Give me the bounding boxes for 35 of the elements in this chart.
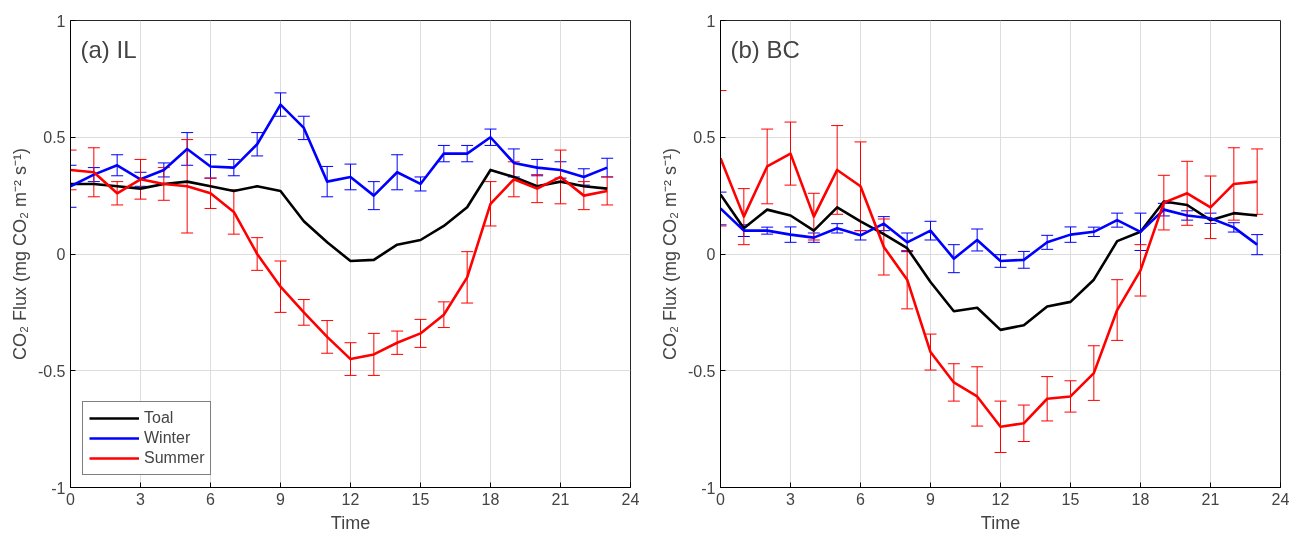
y-tick-label: -1 xyxy=(51,479,66,497)
x-tick-label: 21 xyxy=(551,490,570,508)
x-tick-label: 24 xyxy=(621,490,640,508)
annotation: (b) BC xyxy=(730,35,800,63)
y-tick-label: 1 xyxy=(56,12,66,30)
x-tick-label: 3 xyxy=(136,490,146,508)
x-tick-label: 15 xyxy=(411,490,430,508)
x-axis-title: Time xyxy=(980,512,1021,533)
x-tick-label: 6 xyxy=(206,490,216,508)
x-tick-label: 18 xyxy=(1131,490,1150,508)
y-tick-label: 0.5 xyxy=(693,129,716,147)
x-tick-label: 21 xyxy=(1201,490,1220,508)
y-tick-label: 0 xyxy=(56,246,66,263)
legend-label: Summer xyxy=(144,449,205,467)
x-tick-label: 6 xyxy=(856,490,866,508)
y-tick-label: -0.5 xyxy=(37,362,66,380)
x-tick-label: 9 xyxy=(276,490,286,508)
x-tick-label: 15 xyxy=(1061,490,1080,508)
y-axis-title: CO₂ Flux (mg CO₂ m⁻² s⁻¹) xyxy=(659,148,680,360)
x-tick-label: 12 xyxy=(341,490,360,508)
x-axis-title: Time xyxy=(330,512,371,533)
x-tick-label: 3 xyxy=(786,490,796,508)
x-tick-label: 24 xyxy=(1271,490,1290,508)
x-tick-label: 18 xyxy=(481,490,500,508)
y-tick-label: -1 xyxy=(701,479,716,497)
legend-label: Winter xyxy=(144,429,191,447)
x-tick-label: 12 xyxy=(991,490,1010,508)
y-tick-label: 0 xyxy=(706,246,716,263)
y-tick-label: 1 xyxy=(706,12,716,30)
y-tick-label: 0.5 xyxy=(43,129,66,147)
legend-label: Toal xyxy=(144,409,174,427)
y-tick-label: -0.5 xyxy=(687,362,716,380)
x-tick-label: 9 xyxy=(926,490,936,508)
annotation: (a) IL xyxy=(80,35,137,63)
y-axis-title: CO₂ Flux (mg CO₂ m⁻² s⁻¹) xyxy=(9,148,30,360)
